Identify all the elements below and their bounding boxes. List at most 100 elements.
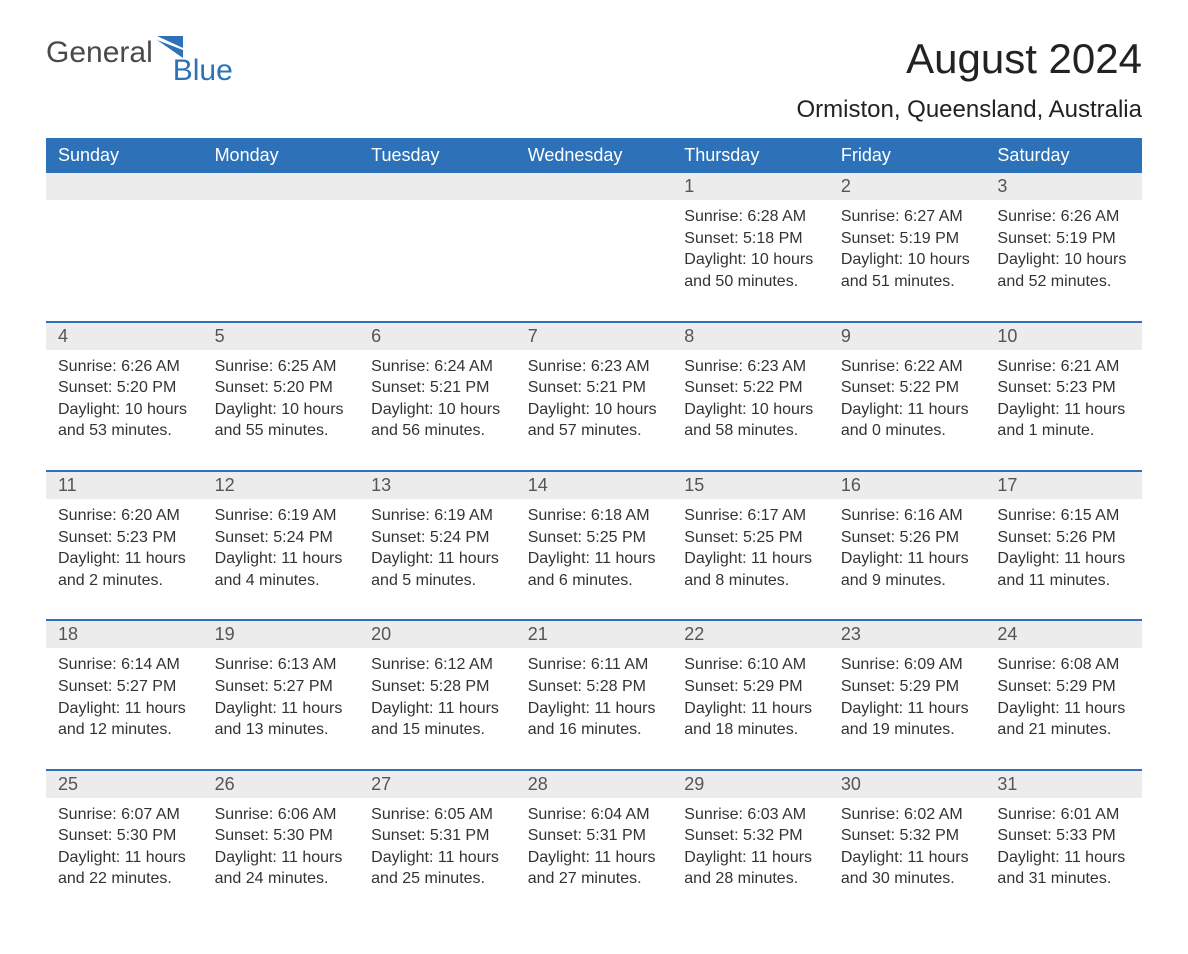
day-number: 21 — [516, 621, 673, 648]
week-row: 45678910Sunrise: 6:26 AMSunset: 5:20 PMD… — [46, 321, 1142, 470]
day-number: 4 — [46, 323, 203, 350]
sunrise-label: Sunrise: 6:10 AM — [684, 654, 817, 676]
day-details: Sunrise: 6:25 AMSunset: 5:20 PMDaylight:… — [203, 350, 360, 470]
day-details — [359, 200, 516, 320]
sunset-label: Sunset: 5:20 PM — [215, 377, 348, 399]
day-details: Sunrise: 6:06 AMSunset: 5:30 PMDaylight:… — [203, 798, 360, 918]
daylight-label: Daylight: 10 hours and 58 minutes. — [684, 399, 817, 442]
day-number: 5 — [203, 323, 360, 350]
sunset-label: Sunset: 5:32 PM — [841, 825, 974, 847]
sunrise-label: Sunrise: 6:05 AM — [371, 804, 504, 826]
daylight-label: Daylight: 11 hours and 28 minutes. — [684, 847, 817, 890]
day-number-row: 25262728293031 — [46, 771, 1142, 798]
daylight-label: Daylight: 11 hours and 1 minute. — [997, 399, 1130, 442]
sunset-label: Sunset: 5:27 PM — [215, 676, 348, 698]
day-number: 1 — [672, 173, 829, 200]
title-block: August 2024 Ormiston, Queensland, Austra… — [796, 36, 1142, 124]
day-header-saturday: Saturday — [985, 138, 1142, 173]
day-details: Sunrise: 6:23 AMSunset: 5:21 PMDaylight:… — [516, 350, 673, 470]
location-label: Ormiston, Queensland, Australia — [796, 96, 1142, 124]
logo: General Blue — [46, 36, 233, 88]
sunset-label: Sunset: 5:24 PM — [371, 527, 504, 549]
sunset-label: Sunset: 5:26 PM — [997, 527, 1130, 549]
day-details: Sunrise: 6:11 AMSunset: 5:28 PMDaylight:… — [516, 648, 673, 768]
daylight-label: Daylight: 11 hours and 13 minutes. — [215, 698, 348, 741]
sunset-label: Sunset: 5:23 PM — [997, 377, 1130, 399]
sunrise-label: Sunrise: 6:13 AM — [215, 654, 348, 676]
sunset-label: Sunset: 5:28 PM — [528, 676, 661, 698]
sunrise-label: Sunrise: 6:07 AM — [58, 804, 191, 826]
day-details: Sunrise: 6:19 AMSunset: 5:24 PMDaylight:… — [359, 499, 516, 619]
day-header-tuesday: Tuesday — [359, 138, 516, 173]
day-details: Sunrise: 6:09 AMSunset: 5:29 PMDaylight:… — [829, 648, 986, 768]
daylight-label: Daylight: 11 hours and 18 minutes. — [684, 698, 817, 741]
sunrise-label: Sunrise: 6:26 AM — [997, 206, 1130, 228]
sunset-label: Sunset: 5:23 PM — [58, 527, 191, 549]
day-details: Sunrise: 6:10 AMSunset: 5:29 PMDaylight:… — [672, 648, 829, 768]
sunrise-label: Sunrise: 6:20 AM — [58, 505, 191, 527]
day-number: 18 — [46, 621, 203, 648]
daylight-label: Daylight: 11 hours and 30 minutes. — [841, 847, 974, 890]
day-number-row: 11121314151617 — [46, 472, 1142, 499]
sunset-label: Sunset: 5:29 PM — [684, 676, 817, 698]
day-number: 28 — [516, 771, 673, 798]
day-details-row: Sunrise: 6:20 AMSunset: 5:23 PM Daylight:… — [46, 499, 1142, 619]
daylight-label: Daylight: 10 hours and 56 minutes. — [371, 399, 504, 442]
sunrise-label: Sunrise: 6:26 AM — [58, 356, 191, 378]
daylight-label: Daylight: 11 hours and 22 minutes. — [58, 847, 191, 890]
sunrise-label: Sunrise: 6:04 AM — [528, 804, 661, 826]
daylight-label: Daylight: 11 hours and 24 minutes. — [215, 847, 348, 890]
day-number: 9 — [829, 323, 986, 350]
day-number: 20 — [359, 621, 516, 648]
sunrise-label: Sunrise: 6:15 AM — [997, 505, 1130, 527]
day-details: Sunrise: 6:19 AMSunset: 5:24 PMDaylight:… — [203, 499, 360, 619]
sunset-label: Sunset: 5:25 PM — [684, 527, 817, 549]
daylight-label: Daylight: 11 hours and 27 minutes. — [528, 847, 661, 890]
header: General Blue August 2024 Ormiston, Queen… — [46, 36, 1142, 124]
day-number: 7 — [516, 323, 673, 350]
day-details: Sunrise: 6:20 AMSunset: 5:23 PMDaylight:… — [46, 499, 203, 619]
day-details: Sunrise: 6:23 AMSunset: 5:22 PMDaylight:… — [672, 350, 829, 470]
daylight-label: Daylight: 11 hours and 21 minutes. — [997, 698, 1130, 741]
day-number — [516, 173, 673, 200]
daylight-label: Daylight: 11 hours and 15 minutes. — [371, 698, 504, 741]
sunrise-label: Sunrise: 6:11 AM — [528, 654, 661, 676]
sunset-label: Sunset: 5:30 PM — [215, 825, 348, 847]
weeks-container: 123Sunrise: 6:28 AMSunset: 5:18 PMDaylig… — [46, 173, 1142, 918]
sunset-label: Sunset: 5:19 PM — [841, 228, 974, 250]
sunrise-label: Sunrise: 6:25 AM — [215, 356, 348, 378]
daylight-label: Daylight: 10 hours and 52 minutes. — [997, 249, 1130, 292]
day-details: Sunrise: 6:26 AMSunset: 5:19 PMDaylight:… — [985, 200, 1142, 320]
sunrise-label: Sunrise: 6:23 AM — [528, 356, 661, 378]
sunrise-label: Sunrise: 6:19 AM — [371, 505, 504, 527]
daylight-label: Daylight: 11 hours and 6 minutes. — [528, 548, 661, 591]
sunset-label: Sunset: 5:32 PM — [684, 825, 817, 847]
day-number: 15 — [672, 472, 829, 499]
logo-general-text: General — [46, 36, 153, 70]
sunrise-label: Sunrise: 6:21 AM — [997, 356, 1130, 378]
logo-blue-text: Blue — [173, 54, 233, 88]
daylight-label: Daylight: 11 hours and 19 minutes. — [841, 698, 974, 741]
sunrise-label: Sunrise: 6:12 AM — [371, 654, 504, 676]
day-details: Sunrise: 6:13 AMSunset: 5:27 PMDaylight:… — [203, 648, 360, 768]
calendar: Sunday Monday Tuesday Wednesday Thursday… — [46, 138, 1142, 918]
day-number: 14 — [516, 472, 673, 499]
day-details: Sunrise: 6:21 AMSunset: 5:23 PMDaylight:… — [985, 350, 1142, 470]
day-details: Sunrise: 6:24 AMSunset: 5:21 PMDaylight:… — [359, 350, 516, 470]
sunrise-label: Sunrise: 6:19 AM — [215, 505, 348, 527]
day-header-friday: Friday — [829, 138, 986, 173]
day-details: Sunrise: 6:15 AMSunset: 5:26 PMDaylight:… — [985, 499, 1142, 619]
sunrise-label: Sunrise: 6:03 AM — [684, 804, 817, 826]
daylight-label: Daylight: 11 hours and 4 minutes. — [215, 548, 348, 591]
day-details: Sunrise: 6:26 AMSunset: 5:20 PMDaylight:… — [46, 350, 203, 470]
sunrise-label: Sunrise: 6:17 AM — [684, 505, 817, 527]
day-details-row: Sunrise: 6:28 AMSunset: 5:18 PMDaylight:… — [46, 200, 1142, 320]
daylight-label: Daylight: 11 hours and 0 minutes. — [841, 399, 974, 442]
calendar-header-row: Sunday Monday Tuesday Wednesday Thursday… — [46, 138, 1142, 173]
month-title: August 2024 — [796, 36, 1142, 82]
sunset-label: Sunset: 5:31 PM — [528, 825, 661, 847]
day-number-row: 18192021222324 — [46, 621, 1142, 648]
day-number: 26 — [203, 771, 360, 798]
daylight-label: Daylight: 11 hours and 16 minutes. — [528, 698, 661, 741]
day-number: 11 — [46, 472, 203, 499]
